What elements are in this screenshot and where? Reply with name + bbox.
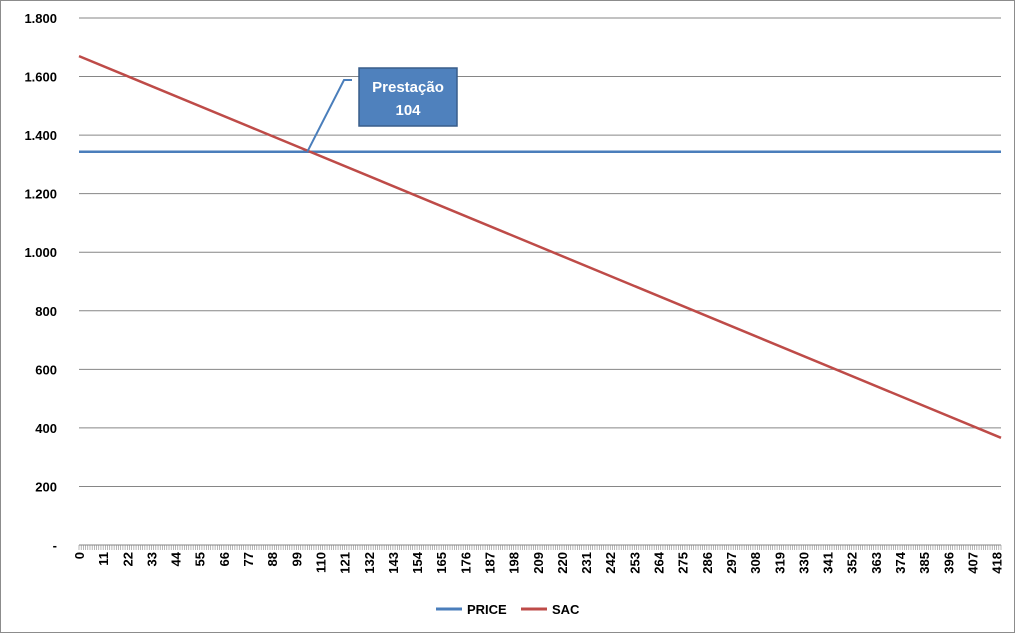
x-tick-label: 418 <box>990 552 1005 574</box>
x-tick-label: 11 <box>96 552 111 566</box>
x-tick-label: 33 <box>144 552 159 566</box>
x-tick-label: 319 <box>772 552 787 574</box>
callout-annotation: Prestação 104 <box>306 67 458 153</box>
x-tick-label: 352 <box>845 552 860 574</box>
x-tick-label: 0 <box>72 552 87 559</box>
x-tick-label: 275 <box>676 552 691 574</box>
x-tick-label: 143 <box>386 552 401 574</box>
y-tick-label: 800 <box>35 304 57 319</box>
series-line-sac <box>78 54 1002 439</box>
x-tick-label: 308 <box>748 552 763 574</box>
x-tick-label: 374 <box>893 551 908 573</box>
x-tick-label: 77 <box>241 552 256 566</box>
x-tick-label: 132 <box>362 552 377 574</box>
x-tick-label: 407 <box>965 552 980 574</box>
x-tick-label: 231 <box>579 552 594 574</box>
x-tick-label: 88 <box>265 552 280 566</box>
x-tick-label: 242 <box>603 552 618 574</box>
x-tick-label: 99 <box>289 552 304 566</box>
legend-label-sac: SAC <box>552 602 580 617</box>
x-tick-label: 198 <box>507 552 522 574</box>
x-tick-label: 330 <box>796 552 811 574</box>
x-tick-label: 55 <box>193 552 208 566</box>
gridlines <box>79 17 1001 487</box>
x-tick-label: 176 <box>458 552 473 574</box>
callout-label-line1: Prestação <box>372 79 444 96</box>
x-tick-label: 286 <box>700 552 715 574</box>
x-tick-label: 110 <box>313 552 328 573</box>
x-tick-label: 297 <box>724 552 739 574</box>
x-axis: 0 11 22 33 44 55 66 77 88 99 110 121 132 143 154 165 176… <box>72 544 1005 574</box>
y-tick-label: 1.600 <box>24 70 57 85</box>
x-tick-label: 154 <box>410 551 425 573</box>
y-tick-label: 1.400 <box>24 128 57 143</box>
x-tick-label: 209 <box>531 552 546 574</box>
callout-leader-line <box>306 79 352 153</box>
y-tick-label: 200 <box>35 479 57 494</box>
x-tick-label: 385 <box>917 552 932 574</box>
callout-box <box>358 67 458 127</box>
y-tick-label: 600 <box>35 362 57 377</box>
y-axis-tick-labels: - 200 400 600 800 1.000 1.200 1.400 1.600 1.800 <box>24 11 57 553</box>
y-tick-label: - <box>53 538 57 553</box>
x-tick-label: 187 <box>483 552 498 574</box>
legend: PRICE SAC <box>436 602 580 617</box>
legend-label-price: PRICE <box>467 602 507 617</box>
x-tick-label: 44 <box>169 551 184 566</box>
y-tick-label: 1.800 <box>24 11 57 26</box>
x-tick-label: 396 <box>941 552 956 574</box>
x-tick-label: 66 <box>217 552 232 566</box>
x-tick-label: 253 <box>627 552 642 574</box>
x-tick-label: 165 <box>434 552 449 574</box>
series-lines <box>78 54 1002 439</box>
callout-label-line2: 104 <box>395 102 421 119</box>
y-tick-label: 400 <box>35 421 57 436</box>
x-tick-label: 22 <box>120 552 135 566</box>
y-tick-label: 1.000 <box>24 245 57 260</box>
x-tick-label: 363 <box>869 552 884 574</box>
x-tick-label: 341 <box>821 552 836 574</box>
x-tick-label: 121 <box>338 552 353 574</box>
x-tick-label: 264 <box>652 551 667 573</box>
x-tick-label: 220 <box>555 552 570 574</box>
y-tick-label: 1.200 <box>24 187 57 202</box>
